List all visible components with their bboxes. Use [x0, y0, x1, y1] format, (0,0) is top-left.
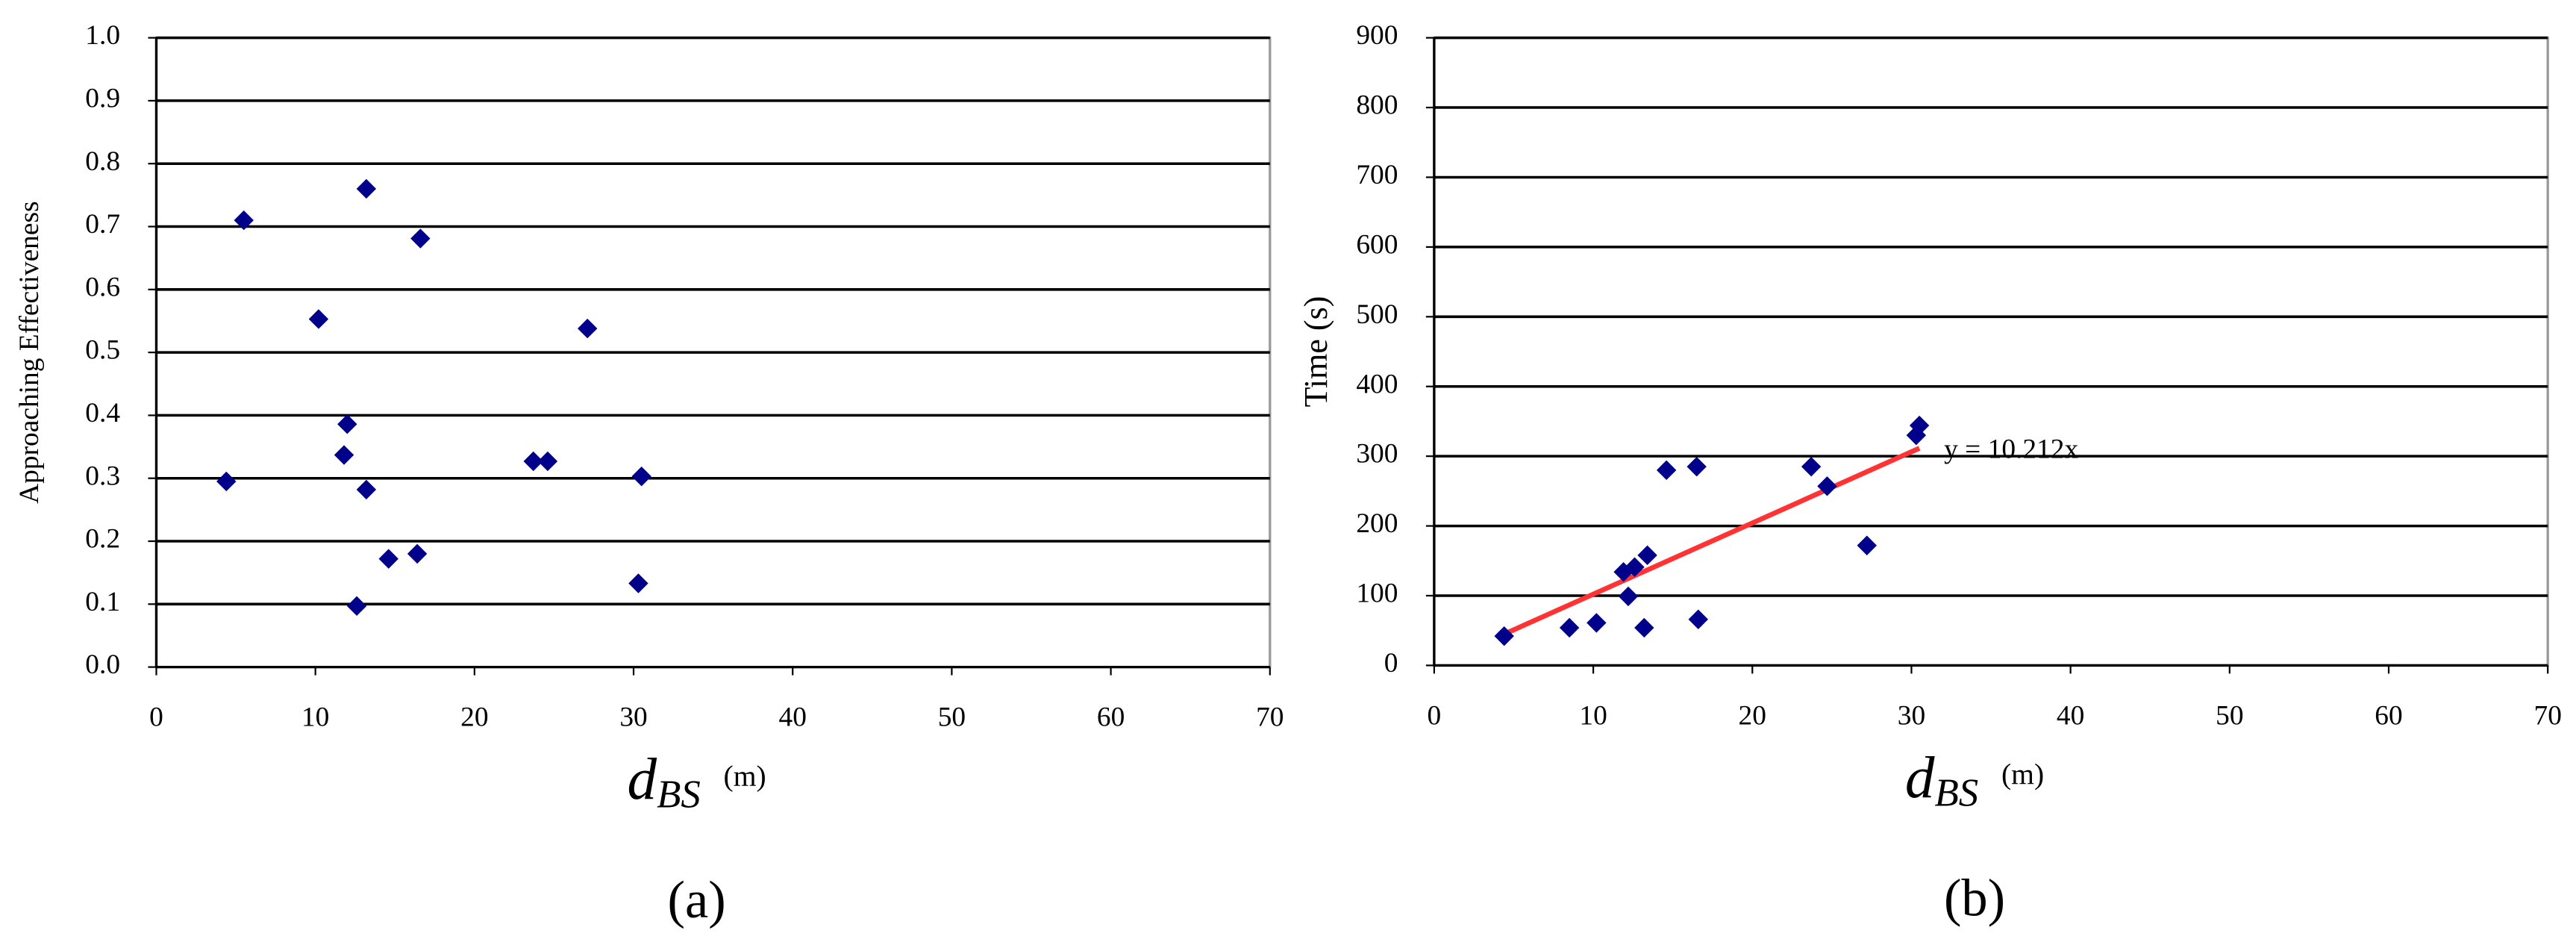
- x-tick-label: 30: [619, 702, 647, 733]
- x-tick-label: 70: [2533, 700, 2561, 731]
- y-tick-label: 0.4: [85, 398, 120, 428]
- y-tick-label: 0.8: [85, 146, 120, 177]
- y-tick-label: 800: [1356, 90, 1398, 121]
- x-tick-label: 60: [2375, 700, 2402, 731]
- x-tick-label: 60: [1097, 702, 1125, 733]
- data-point: [1586, 613, 1607, 633]
- x-axis-label: dBS (m): [627, 746, 766, 817]
- data-point: [334, 445, 354, 465]
- data-point: [631, 466, 651, 487]
- y-tick-label: 900: [1356, 20, 1398, 51]
- x-label-sub: BS: [657, 773, 701, 817]
- y-axis-label: Approaching Effectiveness: [14, 201, 45, 503]
- y-tick-label: 0.1: [85, 587, 120, 617]
- data-point: [1613, 562, 1634, 582]
- data-point: [1686, 456, 1707, 477]
- x-tick-label: 50: [938, 702, 966, 733]
- plot-frame: [1433, 36, 2549, 667]
- data-point: [216, 471, 237, 492]
- y-tick-label: 0.9: [85, 84, 120, 114]
- data-point: [1801, 456, 1822, 477]
- y-tick-label: 1.0: [85, 20, 120, 51]
- x-tick-label: 0: [149, 702, 163, 733]
- data-point: [356, 178, 377, 199]
- y-tick-label: 0.6: [85, 272, 120, 302]
- data-point: [537, 451, 558, 472]
- data-point: [1656, 460, 1677, 481]
- data-point: [1688, 609, 1708, 629]
- data-point: [1909, 415, 1930, 436]
- panel-label: (b): [1944, 870, 2005, 928]
- x-label-unit: (m): [2001, 758, 2044, 790]
- y-tick-label: 400: [1356, 369, 1398, 399]
- panel-label: (a): [668, 871, 726, 929]
- x-tick-label: 30: [1898, 700, 1925, 731]
- x-tick-label: 70: [1256, 702, 1284, 733]
- x-tick-label: 50: [2216, 700, 2243, 731]
- data-point: [1559, 617, 1580, 638]
- data-point: [308, 309, 329, 329]
- y-tick-label: 500: [1356, 299, 1398, 330]
- y-tick-label: 700: [1356, 160, 1398, 190]
- x-tick-label: 40: [2057, 700, 2084, 731]
- y-tick-label: 0.3: [85, 461, 120, 491]
- trend-line: [1503, 446, 1921, 637]
- x-tick-label: 10: [1579, 700, 1607, 731]
- y-tick-label: 0.7: [85, 209, 120, 240]
- x-tick-label: 40: [779, 702, 807, 733]
- x-label-main: d: [627, 746, 657, 812]
- data-point: [1857, 535, 1877, 555]
- y-tick-label: 200: [1356, 508, 1398, 539]
- data-point: [234, 210, 254, 231]
- data-point: [337, 414, 357, 434]
- data-point: [407, 543, 428, 564]
- y-tick-label: 0.5: [85, 335, 120, 366]
- y-tick-label: 0: [1384, 648, 1398, 679]
- data-point: [578, 318, 598, 339]
- y-tick-label: 300: [1356, 439, 1398, 470]
- y-tick-label: 600: [1356, 229, 1398, 260]
- data-point: [1637, 545, 1657, 566]
- y-tick-label: 0.0: [85, 649, 120, 680]
- x-label-main: d: [1905, 745, 1935, 811]
- x-tick-label: 0: [1428, 700, 1442, 731]
- x-tick-label: 20: [460, 702, 488, 733]
- data-point: [1618, 586, 1639, 607]
- y-axis-label: Time (s): [1298, 296, 1334, 408]
- data-point: [1634, 617, 1654, 638]
- data-point: [628, 573, 648, 593]
- data-point: [410, 228, 431, 249]
- x-axis-label: dBS (m): [1905, 745, 2044, 815]
- y-tick-label: 0.2: [85, 524, 120, 555]
- x-tick-label: 10: [301, 702, 329, 733]
- y-tick-label: 100: [1356, 579, 1398, 609]
- data-point: [356, 479, 377, 500]
- x-tick-label: 20: [1739, 700, 1766, 731]
- x-label-sub: BS: [1934, 772, 1978, 815]
- data-point: [378, 549, 398, 569]
- trend-equation: y = 10.212x: [1944, 434, 2078, 464]
- data-point: [346, 596, 367, 617]
- x-label-unit: (m): [724, 759, 766, 792]
